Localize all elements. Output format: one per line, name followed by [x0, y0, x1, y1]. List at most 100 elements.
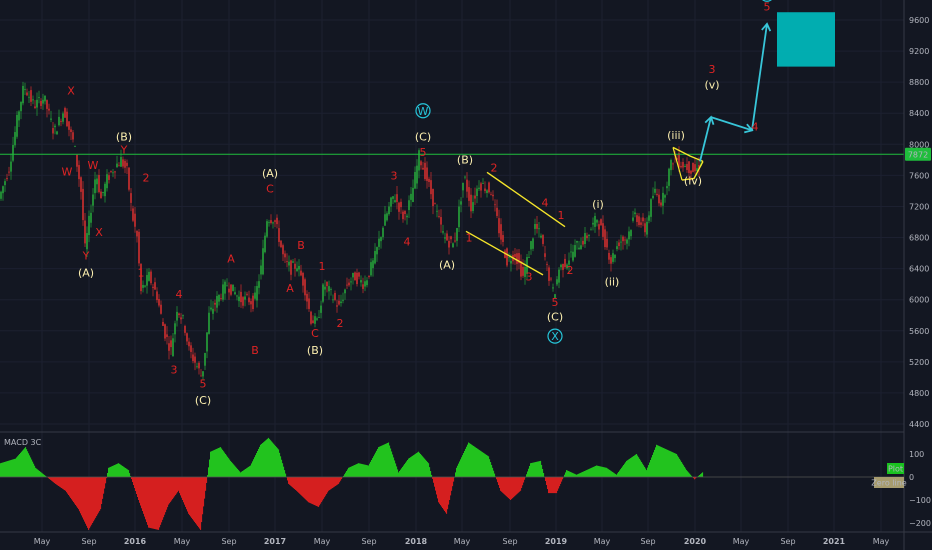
macd-bar [652, 454, 654, 477]
macd-bar [619, 470, 621, 477]
macd-bar [206, 477, 208, 483]
candle [308, 291, 310, 312]
wave-label-text: 3 [526, 270, 533, 283]
macd-bar [8, 460, 10, 477]
time-tick-label: 2017 [264, 537, 286, 546]
macd-bar [318, 477, 320, 507]
macd-bar [574, 473, 576, 477]
macd-bar [121, 465, 123, 477]
macd-bar [53, 477, 55, 483]
candle [84, 213, 86, 247]
price-axis[interactable]: 4400 4800 5200 5600 6000 6400 6800 7200 7600 8000… [909, 16, 929, 429]
candle [440, 209, 442, 233]
macd-bar [428, 463, 430, 477]
macd-bar [219, 447, 221, 477]
macd-bar [615, 474, 617, 477]
candle [66, 108, 68, 128]
macd-bar [269, 439, 271, 477]
time-axis[interactable]: May Sep 2016 May Sep 2017 May Sep 2018 May Sep 2019… [34, 537, 890, 546]
candle [92, 188, 94, 213]
macd-bar [260, 444, 262, 477]
macd-bar [70, 477, 72, 498]
macd-bar [299, 477, 301, 494]
wave-label: 3 [391, 169, 398, 182]
candle [158, 294, 160, 308]
macd-bar [11, 459, 13, 477]
macd-bar [609, 469, 611, 477]
candle [542, 234, 544, 247]
candle [200, 369, 202, 377]
macd-bar [263, 442, 265, 477]
macd-bar [671, 451, 673, 477]
macd-bar [508, 477, 510, 499]
wave-label-text: C [266, 182, 274, 195]
macd-bar [550, 477, 552, 494]
wave-label-text: 5 [200, 377, 207, 390]
time-tick-label: May [873, 537, 890, 546]
macd-bar [682, 463, 684, 477]
macd-bar [680, 460, 682, 477]
macd-bar [576, 474, 578, 477]
macd-bar [176, 477, 178, 494]
candle [10, 153, 12, 180]
macd-bar [332, 477, 334, 489]
macd-bar [452, 477, 454, 487]
macd-bar [213, 450, 215, 477]
macd-bar [38, 470, 40, 477]
macd-bar [247, 467, 249, 477]
macd-bar [657, 445, 659, 477]
candle [276, 214, 278, 229]
candle [684, 164, 686, 168]
candle [374, 243, 376, 265]
candle [242, 296, 244, 309]
macd-bar [118, 463, 120, 477]
wave-label-text: 2 [491, 162, 498, 175]
macd-bar [79, 477, 81, 512]
candle [668, 167, 670, 192]
macd-bar [232, 463, 234, 477]
macd-bar [643, 465, 645, 477]
macd-bar [532, 462, 534, 477]
macd-bar [695, 477, 697, 479]
macd-bar [397, 469, 399, 477]
macd-bar [170, 477, 172, 502]
macd-bar [132, 477, 134, 483]
macd-bar [481, 451, 483, 477]
macd-bar [685, 468, 687, 477]
macd-bar [469, 443, 471, 477]
candle [250, 298, 252, 313]
macd-bar [424, 458, 426, 477]
candle [638, 213, 640, 228]
macd-bar [341, 477, 343, 480]
wave-label-text: (iii) [667, 129, 685, 142]
macd-bar [225, 454, 227, 477]
candle [658, 189, 660, 207]
macd-bar [350, 466, 352, 477]
candle [618, 239, 620, 250]
candle [256, 281, 258, 308]
candle [164, 323, 166, 342]
candle [376, 246, 378, 262]
candle [58, 109, 60, 127]
candle [294, 258, 296, 277]
candle [244, 291, 246, 307]
candle [394, 194, 396, 204]
macd-bar [571, 472, 573, 477]
macd-bar [229, 459, 231, 477]
candle [210, 299, 212, 312]
candle [594, 212, 596, 233]
macd-bar [34, 465, 36, 477]
candle [354, 271, 356, 281]
macd-bar [345, 472, 347, 477]
candle [422, 161, 424, 170]
macd-bar [455, 472, 457, 477]
macd-bar [197, 477, 199, 526]
macd-bar [611, 471, 613, 477]
candle [80, 176, 82, 200]
candle [204, 352, 206, 370]
macd-bar [405, 462, 407, 477]
macd-bar [148, 477, 150, 528]
macd-bar [73, 477, 75, 503]
macd-bar [633, 456, 635, 477]
candle [284, 250, 286, 263]
